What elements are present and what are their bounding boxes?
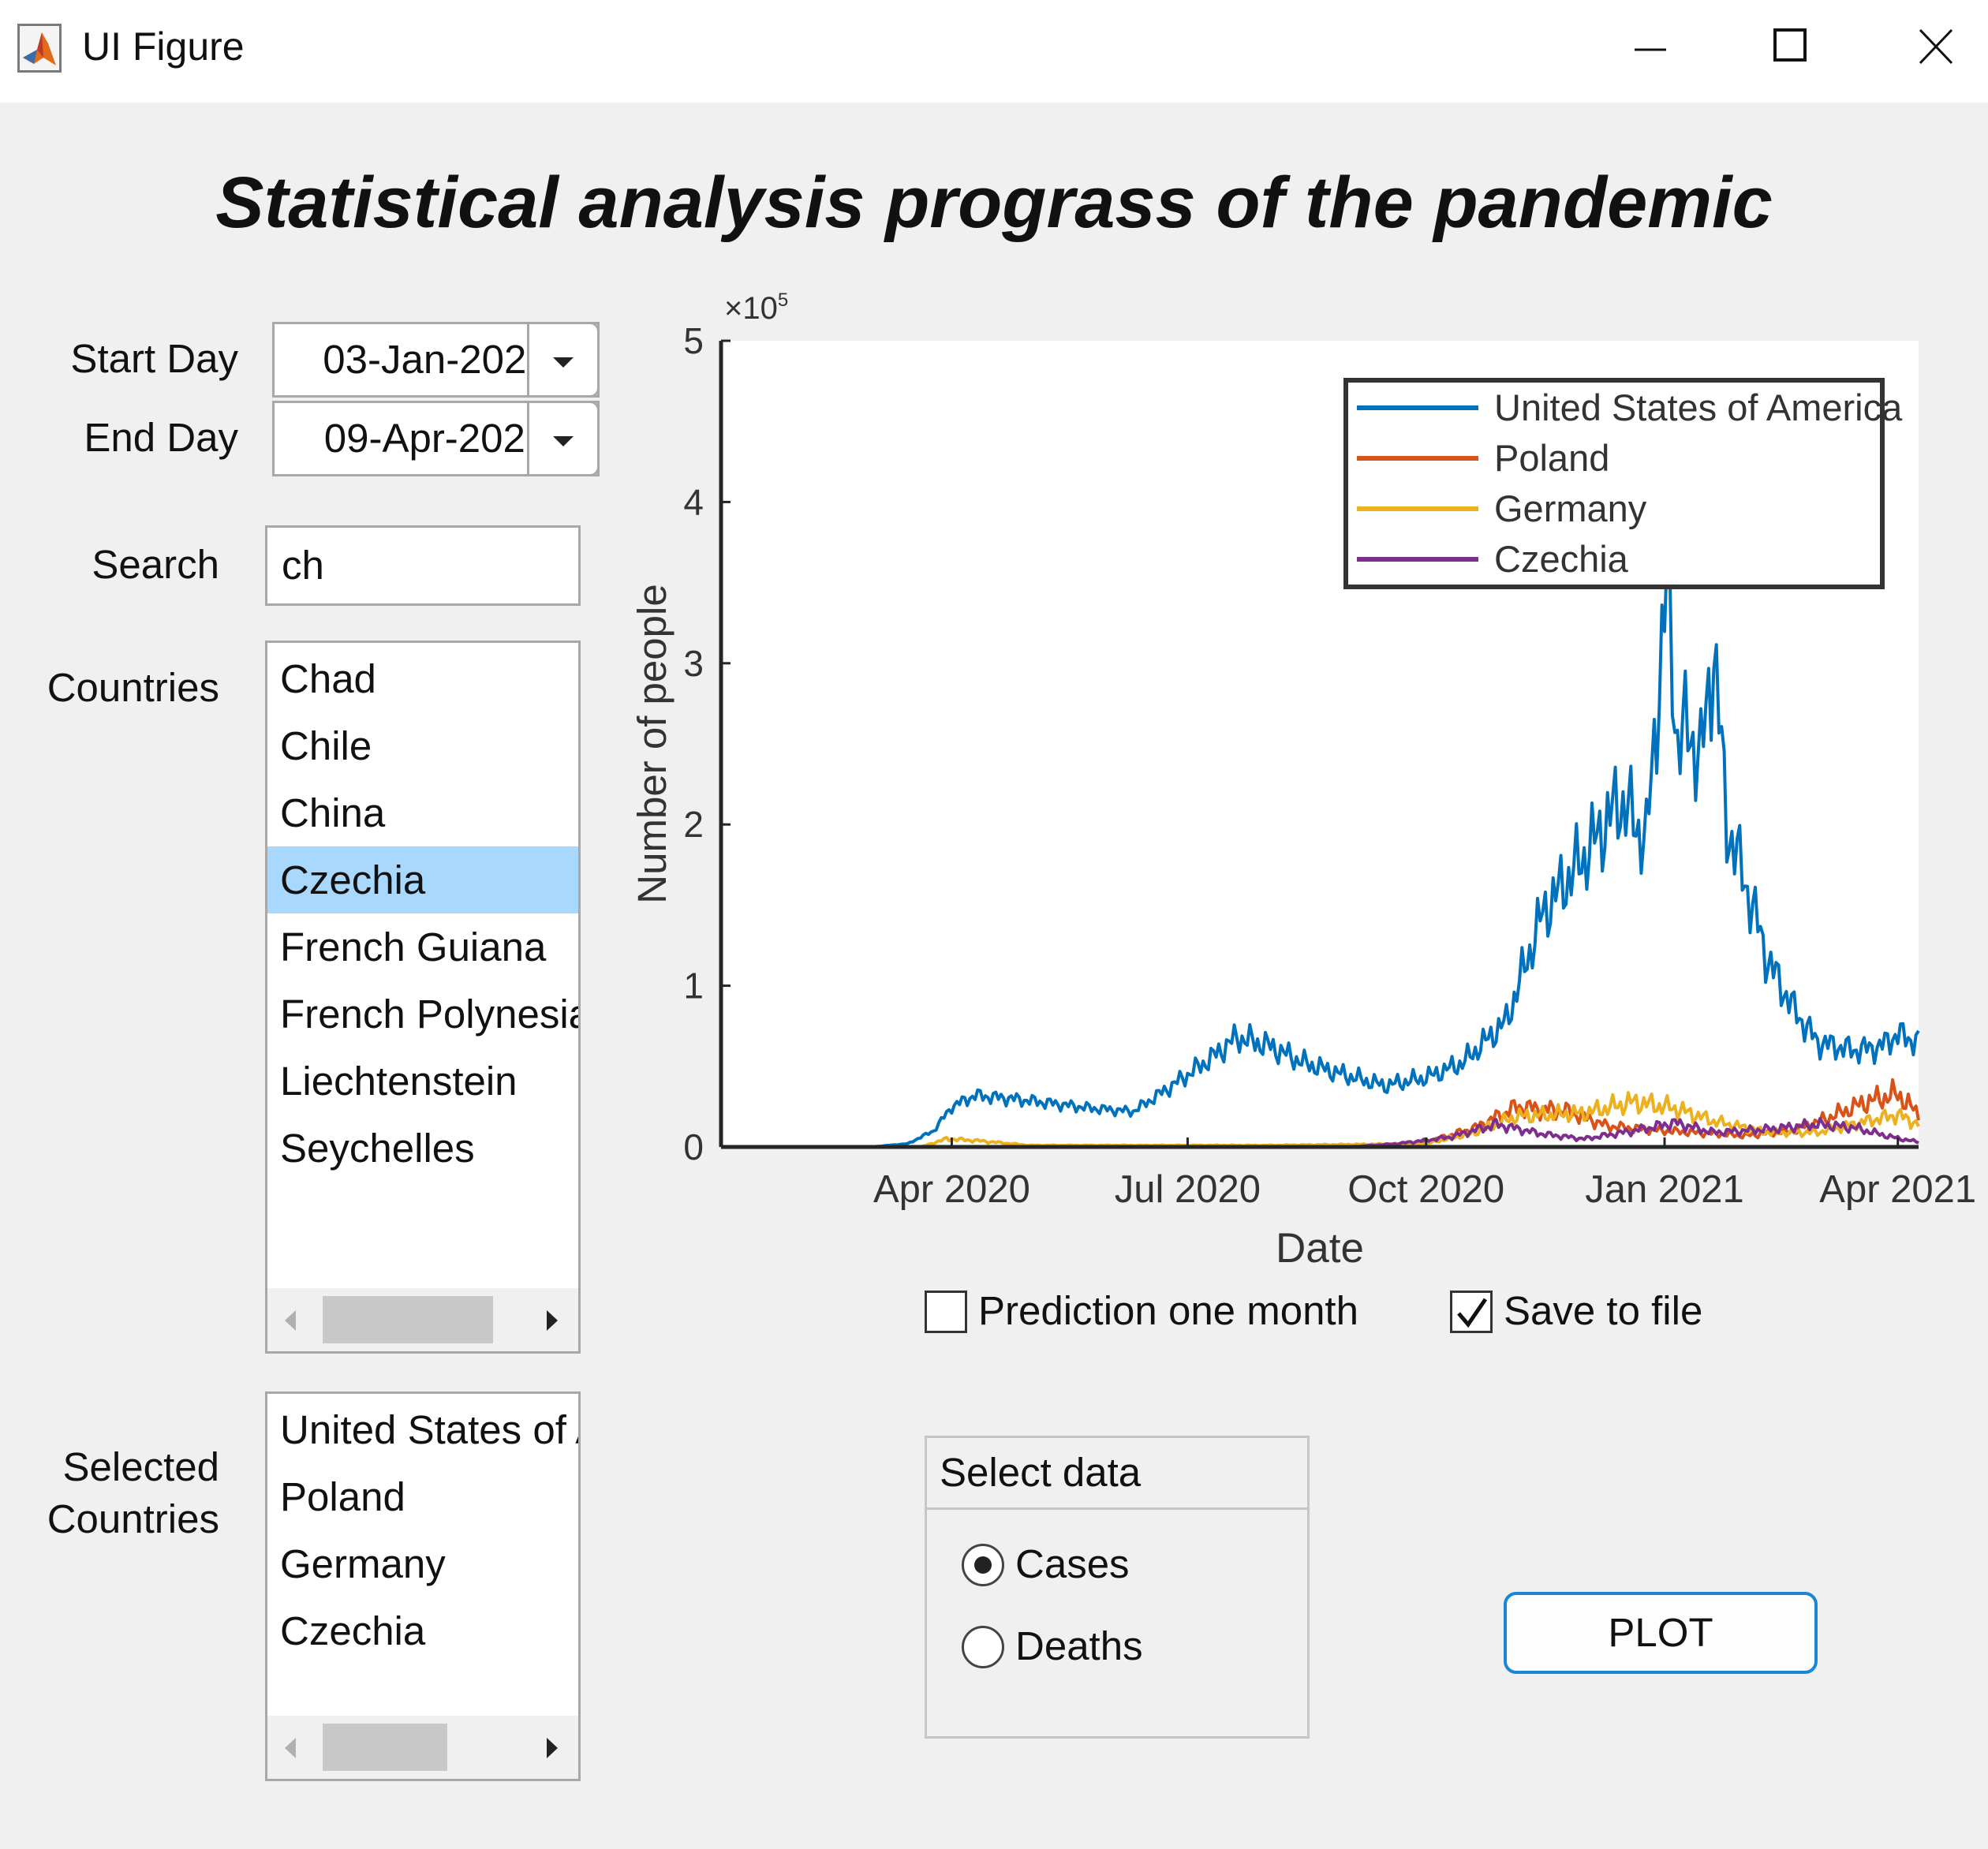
start-date-dropdown[interactable] <box>527 322 600 398</box>
x-tick-label: Apr 2020 <box>873 1168 1030 1211</box>
maximize-icon[interactable] <box>1736 16 1846 87</box>
country-list-item[interactable]: French Guiana <box>280 924 547 969</box>
select-data-header <box>927 1438 1307 1510</box>
scroll-thumb[interactable] <box>323 1296 493 1343</box>
country-list-item[interactable]: Liechtenstein <box>280 1059 518 1104</box>
y-tick-label: 5 <box>683 320 704 361</box>
deaths-label: Deaths <box>1015 1623 1143 1668</box>
save-to-file-checkbox[interactable] <box>1450 1291 1493 1333</box>
countries-hscrollbar[interactable] <box>267 1288 578 1351</box>
checkmark-icon <box>1457 1298 1488 1328</box>
country-list-item[interactable]: Chad <box>280 656 376 701</box>
country-list-item[interactable]: China <box>280 790 386 835</box>
start-day-label: Start Day <box>70 336 238 381</box>
selected-countries-label-line1: Selected <box>62 1444 219 1489</box>
scroll-left-icon[interactable] <box>282 1307 301 1334</box>
selected-country-item[interactable]: Czechia <box>280 1608 426 1653</box>
country-list-item[interactable]: French Polynesia <box>280 992 578 1037</box>
legend-entry: Poland <box>1494 437 1609 479</box>
cases-label: Cases <box>1015 1541 1130 1586</box>
country-list-item[interactable]: Czechia <box>267 846 578 913</box>
chevron-down-icon <box>553 436 574 446</box>
prediction-checkbox[interactable] <box>925 1291 967 1333</box>
legend-entry: Czechia <box>1494 538 1629 580</box>
page-title: Statistical analysis prograss of the pan… <box>215 162 1773 243</box>
scroll-thumb[interactable] <box>323 1724 447 1771</box>
y-tick-label: 1 <box>683 966 704 1007</box>
scroll-right-icon[interactable] <box>544 1307 562 1334</box>
select-data-panel: Select data Cases Deaths <box>925 1436 1310 1739</box>
scroll-left-icon[interactable] <box>282 1735 301 1761</box>
x-tick-label: Jul 2020 <box>1115 1168 1261 1211</box>
countries-listbox[interactable]: Chad Chile China Czechia French Guiana French… <box>265 641 581 1354</box>
select-data-title: Select data <box>940 1450 1142 1495</box>
window-title: UI Figure <box>82 24 245 69</box>
x-tick-label: Oct 2020 <box>1347 1168 1504 1211</box>
y-tick-label: 3 <box>683 643 704 684</box>
selected-country-item[interactable]: United States of A <box>280 1407 578 1452</box>
y-exponent-label: ×105 <box>724 289 788 326</box>
legend-entry: United States of America <box>1494 387 1903 428</box>
x-tick-label: Jan 2021 <box>1585 1168 1744 1211</box>
search-input[interactable]: ch <box>265 525 581 606</box>
save-to-file-label: Save to file <box>1504 1288 1703 1333</box>
legend-entry: Germany <box>1494 487 1647 529</box>
minimize-icon[interactable] <box>1594 16 1704 87</box>
selected-country-item[interactable]: Poland <box>280 1474 405 1519</box>
end-day-label: End Day <box>84 415 238 460</box>
countries-list: Chad Chile China Czechia French Guiana French… <box>267 645 578 1182</box>
x-axis-label: Date <box>1276 1225 1364 1272</box>
y-tick-label: 4 <box>683 481 704 522</box>
end-date-dropdown[interactable] <box>527 401 600 476</box>
chart-legend: United States of America Poland Germany Cze… <box>1343 378 1903 589</box>
cases-radio[interactable] <box>962 1544 1004 1586</box>
plot-button[interactable]: PLOT <box>1504 1592 1818 1674</box>
cases-chart: 0 1 2 3 4 5 Apr 2020 Jul 2020 Oct 2020 Jan 2021 Ap… <box>630 289 1976 1272</box>
x-tick-label: Apr 2021 <box>1819 1168 1976 1211</box>
y-axis-label: Number of people <box>630 584 674 903</box>
close-icon[interactable] <box>1878 16 1988 87</box>
scroll-right-icon[interactable] <box>544 1735 562 1761</box>
radio-dot <box>974 1556 992 1574</box>
prediction-label: Prediction one month <box>978 1288 1358 1333</box>
selected-countries-label-line2: Countries <box>47 1496 219 1541</box>
country-list-item[interactable]: Chile <box>280 723 372 768</box>
chevron-down-icon <box>553 357 574 368</box>
y-tick-label: 0 <box>683 1126 704 1167</box>
search-label: Search <box>92 542 219 587</box>
deaths-radio[interactable] <box>962 1626 1004 1668</box>
country-list-item[interactable]: Seychelles <box>280 1126 475 1171</box>
series-line-0 <box>721 548 1920 1149</box>
y-tick-label: 2 <box>683 804 704 845</box>
countries-label: Countries <box>47 665 219 710</box>
selected-countries-list: United States of A Poland Germany Czechia <box>267 1396 578 1664</box>
selected-country-item[interactable]: Germany <box>280 1541 446 1586</box>
window-titlebar: UI Figure <box>0 0 1988 103</box>
selected-countries-listbox[interactable]: United States of A Poland Germany Czechia <box>265 1391 581 1781</box>
selected-hscrollbar[interactable] <box>267 1716 578 1779</box>
matlab-logo-icon <box>17 24 62 73</box>
